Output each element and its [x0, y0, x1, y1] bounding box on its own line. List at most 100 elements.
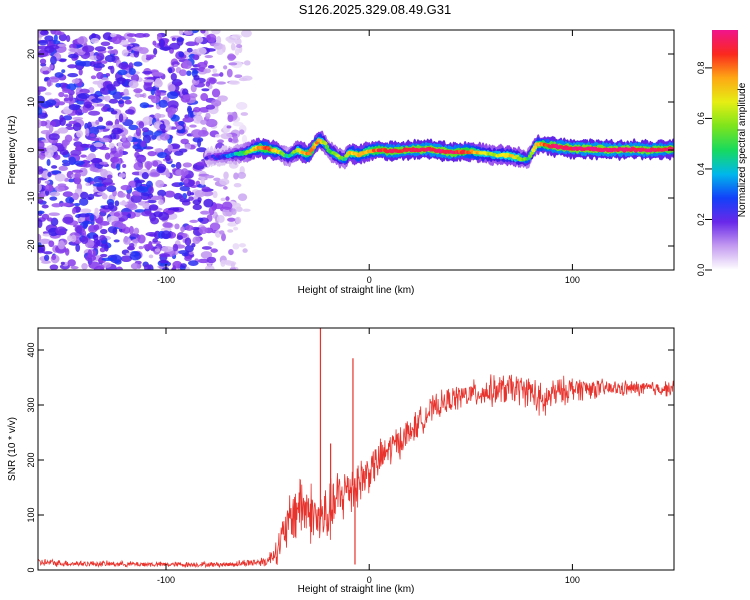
noise-blob — [58, 165, 68, 172]
noise-blob — [176, 37, 185, 42]
noise-blob — [194, 190, 206, 198]
noise-blob — [43, 254, 50, 262]
noise-blob — [211, 99, 222, 107]
noise-blob — [81, 263, 88, 270]
noise-blob — [171, 37, 176, 42]
spectrogram-y-tick-label: -10 — [26, 191, 36, 204]
noise-blob — [118, 62, 129, 70]
noise-blob — [133, 227, 140, 235]
noise-blob — [80, 143, 89, 148]
noise-blob — [220, 197, 226, 202]
noise-blob — [92, 183, 104, 187]
noise-blob — [213, 177, 221, 182]
noise-blob — [70, 234, 77, 243]
noise-blob — [189, 192, 195, 196]
colorbar: 0.0 0.2 0.4 0.6 0.8 Normalized spectral ampl… — [696, 30, 748, 276]
noise-blob — [99, 221, 110, 226]
noise-blob — [143, 82, 152, 92]
noise-blob — [196, 61, 208, 69]
noise-blob — [242, 208, 251, 212]
noise-blob — [128, 225, 134, 235]
noise-blob — [129, 251, 142, 261]
ridge-cell — [527, 154, 533, 158]
noise-blob — [197, 138, 202, 148]
noise-blob — [186, 190, 192, 197]
noise-blob — [179, 198, 191, 203]
noise-blob — [73, 138, 79, 142]
noise-blob — [167, 144, 173, 152]
noise-blob — [178, 181, 184, 186]
noise-blob — [38, 233, 42, 242]
noise-blob — [84, 122, 89, 130]
noise-blob — [39, 58, 47, 65]
noise-blob — [151, 135, 157, 140]
noise-blob — [158, 38, 165, 48]
colorbar-tick-label: 0.0 — [696, 264, 706, 277]
noise-blob — [82, 46, 89, 52]
noise-blob — [134, 179, 146, 184]
noise-blob — [46, 217, 53, 222]
noise-blob — [65, 35, 71, 42]
noise-blob — [231, 34, 243, 39]
noise-blob — [57, 127, 69, 134]
noise-blob — [43, 251, 53, 255]
noise-blob — [67, 73, 79, 78]
noise-blob — [38, 40, 48, 46]
noise-blob — [38, 140, 45, 150]
noise-blob — [154, 112, 162, 119]
noise-blob — [44, 45, 55, 54]
noise-blob — [204, 55, 214, 59]
noise-blob — [233, 182, 242, 188]
noise-blob — [132, 46, 144, 52]
noise-blob — [63, 115, 73, 121]
noise-blob — [209, 222, 221, 231]
snr-frame — [37, 327, 675, 571]
noise-blob — [48, 240, 55, 248]
noise-blob — [38, 86, 47, 92]
noise-blob — [101, 193, 108, 200]
ridge-cell — [342, 157, 348, 161]
noise-blob — [221, 232, 226, 242]
noise-blob — [49, 196, 58, 201]
noise-blob — [184, 245, 194, 253]
noise-blob — [58, 91, 65, 98]
noise-blob — [220, 132, 233, 140]
noise-blob — [121, 211, 129, 216]
noise-blob — [200, 119, 207, 125]
noise-blob — [219, 178, 230, 186]
noise-blob — [193, 74, 200, 81]
noise-blob — [121, 49, 129, 57]
noise-blob — [116, 77, 126, 85]
noise-blob — [72, 122, 82, 132]
noise-blob — [147, 151, 157, 157]
noise-blob — [189, 124, 197, 128]
noise-blob — [141, 211, 153, 217]
noise-blob — [90, 181, 95, 185]
noise-blob — [95, 119, 100, 125]
noise-blob — [160, 227, 172, 232]
noise-blob — [176, 81, 183, 86]
noise-blob — [63, 97, 70, 102]
noise-blob — [100, 168, 108, 178]
colorbar-tick-label: 0.4 — [696, 163, 706, 176]
noise-blob — [44, 180, 51, 184]
noise-blob — [85, 155, 94, 161]
noise-blob — [115, 266, 124, 270]
noise-blob — [41, 204, 49, 209]
noise-blob — [158, 211, 170, 221]
spectrogram-heatmap — [38, 30, 674, 270]
noise-blob — [153, 79, 163, 88]
noise-blob — [38, 119, 42, 129]
snr-line — [38, 374, 674, 569]
noise-blob — [185, 225, 194, 231]
noise-blob — [228, 62, 238, 66]
noise-blob — [85, 104, 92, 109]
noise-blob — [233, 172, 239, 180]
noise-blob — [233, 226, 239, 231]
noise-blob — [130, 262, 140, 270]
noise-blob — [148, 186, 154, 194]
noise-blob — [126, 33, 137, 37]
noise-blob — [178, 30, 184, 36]
noise-blob — [235, 216, 242, 225]
noise-blob — [125, 109, 135, 115]
